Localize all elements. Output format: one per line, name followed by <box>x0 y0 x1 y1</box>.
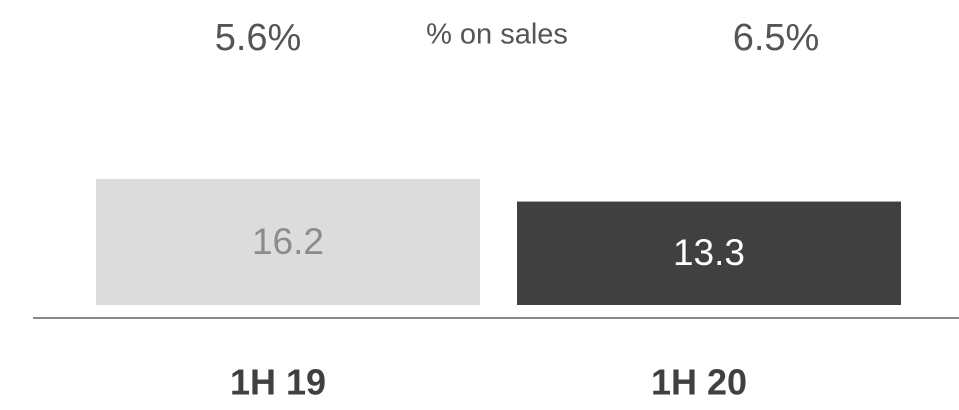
annotation-value: 6.5% <box>733 17 820 59</box>
bar <box>96 179 480 305</box>
category-label: 1H 19 <box>230 362 326 403</box>
bar <box>517 201 901 305</box>
category-label: 1H 20 <box>651 362 747 403</box>
value-label: 13.3 <box>673 232 745 273</box>
annotation-label: % on sales <box>426 19 568 51</box>
annotation-value: 5.6% <box>215 17 302 59</box>
value-label: 16.2 <box>252 221 324 262</box>
